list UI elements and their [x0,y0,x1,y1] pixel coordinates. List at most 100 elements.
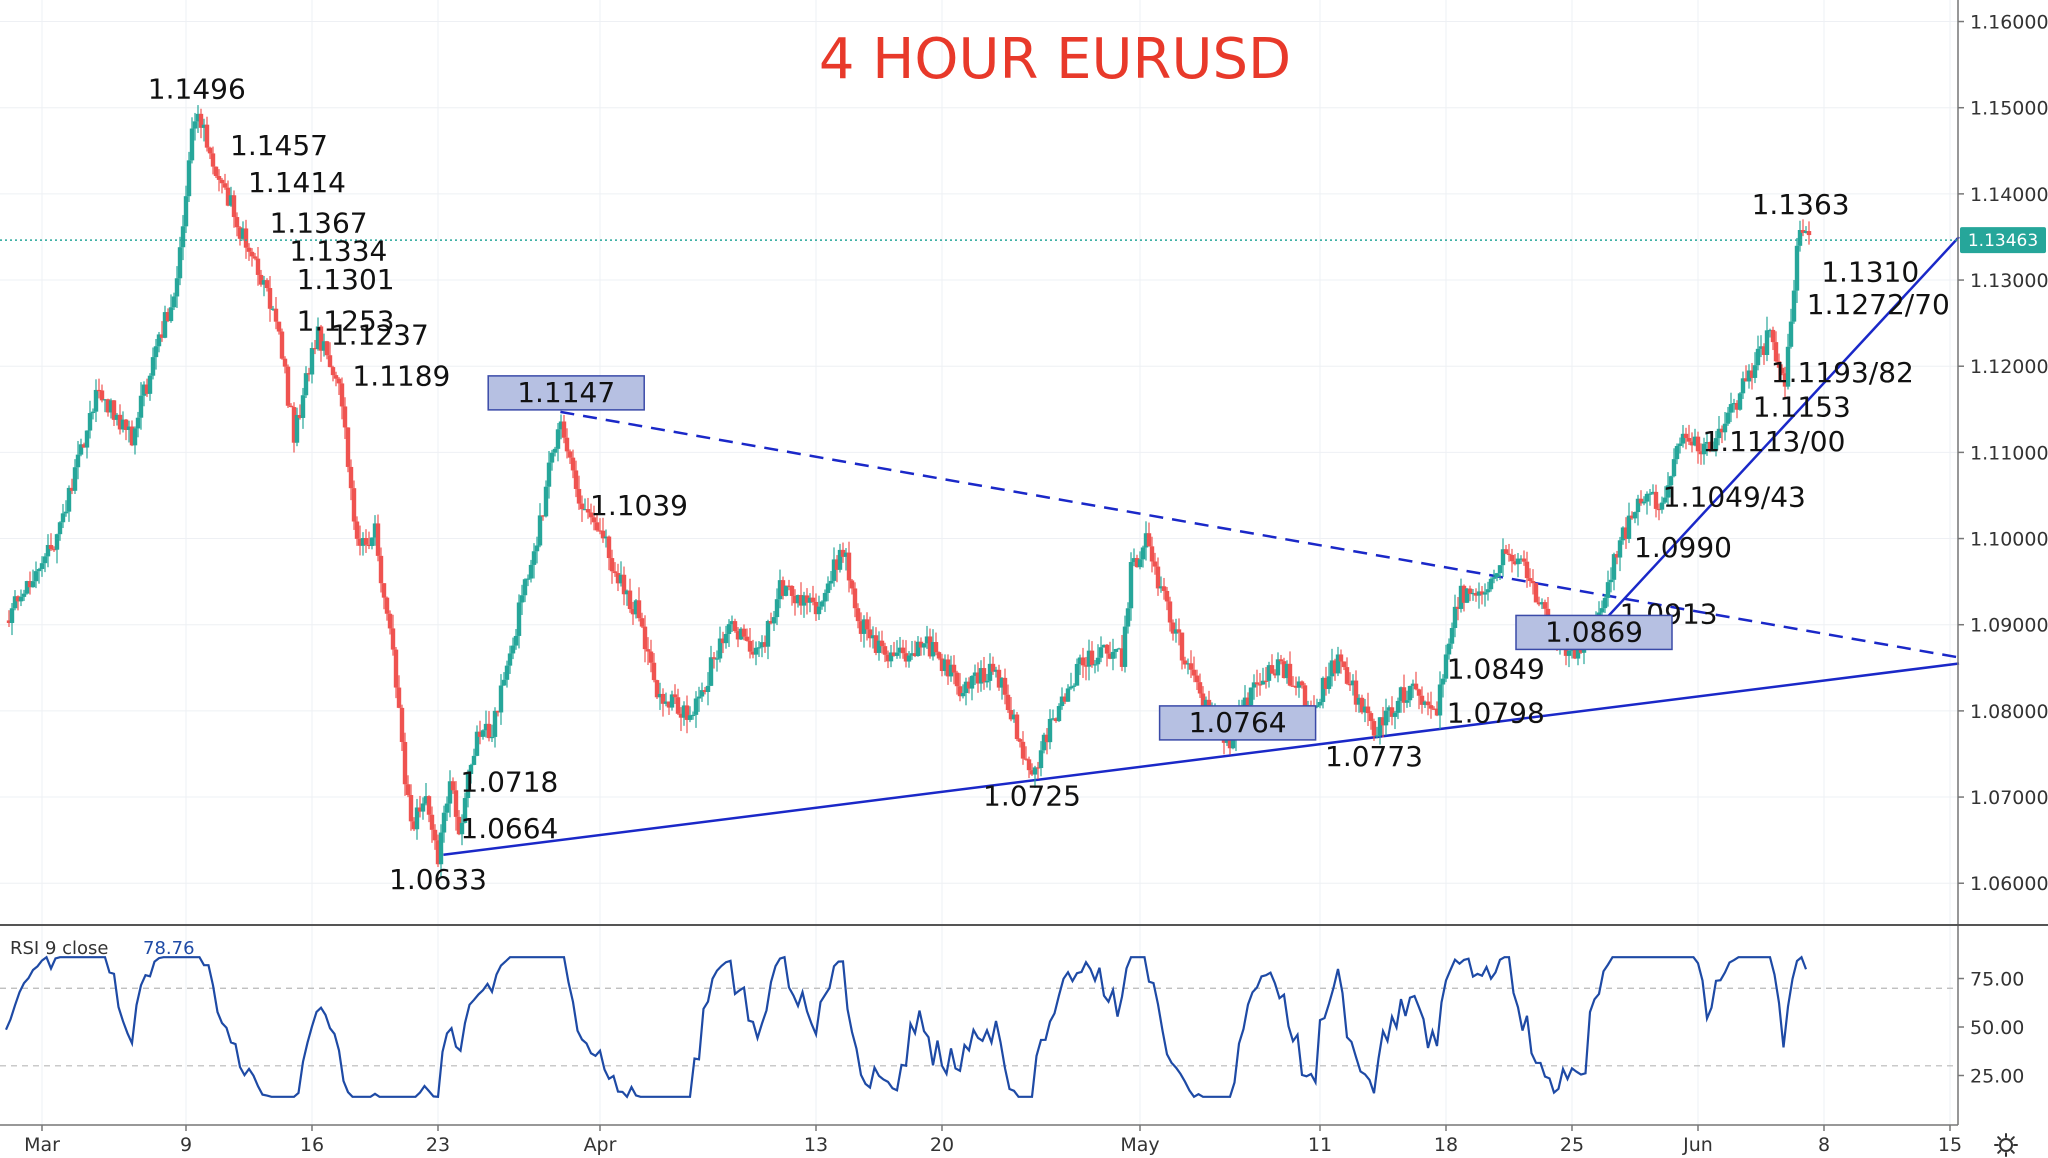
price-level-label: 1.1237 [331,318,429,351]
candle [276,321,282,335]
candle [432,824,438,850]
candle [1017,738,1023,748]
price-axis[interactable]: 1.06000 1.07000 1.08000 1.09000 1.10000 1.110… [1958,12,2048,896]
time-tick-label: 23 [426,1134,450,1156]
candle [441,805,447,843]
candle [603,529,609,548]
candle [1431,706,1437,710]
candle [681,701,687,726]
candle [54,533,60,564]
candle [624,589,630,606]
candle [648,639,654,673]
candle [1656,503,1662,521]
descending-trendline[interactable] [560,410,1960,659]
candle [1176,618,1182,646]
candle [672,684,678,705]
candle [525,574,531,587]
candle [1038,741,1044,777]
candle [1044,728,1050,755]
candle [792,589,798,616]
candle [1419,686,1425,714]
candle [1443,644,1449,683]
candle [939,653,945,677]
candle [993,666,999,678]
time-tick-label: 11 [1308,1134,1332,1156]
candle [888,645,894,668]
candle [801,591,807,618]
candle [72,459,78,494]
candle [1053,717,1059,723]
candle [1695,431,1701,464]
rsi-tick-label: 75.00 [1970,969,2024,991]
candle [1704,432,1710,456]
candle [69,478,75,495]
candle [303,366,309,399]
label-box [1515,614,1673,651]
candle [1341,661,1347,671]
candle [723,625,729,649]
candle [1539,598,1545,609]
candle [1803,226,1809,234]
candle [384,596,390,621]
candle [18,589,24,607]
price-level-label: 1.1272/70 [1807,288,1950,321]
candle [297,404,303,420]
time-tick-label: Mar [24,1134,60,1156]
candle [1485,581,1491,601]
candle [1074,658,1080,686]
candle [1638,490,1644,506]
rising-support-trendline[interactable] [443,662,1960,857]
candle [324,340,330,360]
candle [768,612,774,625]
boxed-price-label[interactable]: 1.1147 [487,375,645,411]
candle [885,650,891,669]
settings-gear-icon[interactable] [1994,1133,2018,1157]
candle [1626,502,1632,544]
rsi-indicator-label[interactable]: RSI 9 close [10,938,109,959]
candle [1527,568,1533,587]
candle [909,640,915,660]
candle [597,518,603,535]
candle [1737,392,1743,411]
price-tick-label: 1.14000 [1970,184,2048,206]
candle [990,656,996,675]
rsi-pane: 25.00 50.00 75.00 [0,955,2024,1099]
candle [921,643,927,656]
candle [1320,676,1326,709]
candle [978,660,984,692]
candle [987,653,993,691]
candle [129,420,135,447]
candle [1281,657,1287,679]
candle [1536,596,1542,607]
price-level-label: 1.0990 [1634,531,1732,564]
steep-uptrend-line[interactable] [1574,236,1960,653]
time-axis[interactable]: Mar 9 16 23 Apr 13 20 May 11 18 25 Jun 8 15 [24,1125,1962,1156]
candle [1752,352,1758,384]
candle [1455,597,1461,621]
candle [1770,326,1776,351]
price-tick-label: 1.11000 [1970,442,2048,464]
candle [1260,667,1266,685]
boxed-price-label[interactable]: 1.0869 [1515,614,1673,651]
candle [873,627,879,656]
candle [975,662,981,693]
candle [216,169,222,192]
candle [402,732,408,796]
candle [405,775,411,798]
candle [1608,567,1614,593]
candle [897,636,903,659]
candle [6,610,12,627]
boxed-price-label[interactable]: 1.0764 [1158,705,1317,741]
candle [528,559,534,583]
candle [1365,692,1371,727]
candle [687,706,693,723]
candle [750,639,756,659]
time-tick-label: 18 [1434,1134,1458,1156]
candle [1470,588,1476,601]
candle [756,641,762,657]
candle [1788,308,1794,349]
candle [165,308,171,323]
candle [840,542,846,563]
candle [1191,656,1197,683]
candle [984,673,990,688]
